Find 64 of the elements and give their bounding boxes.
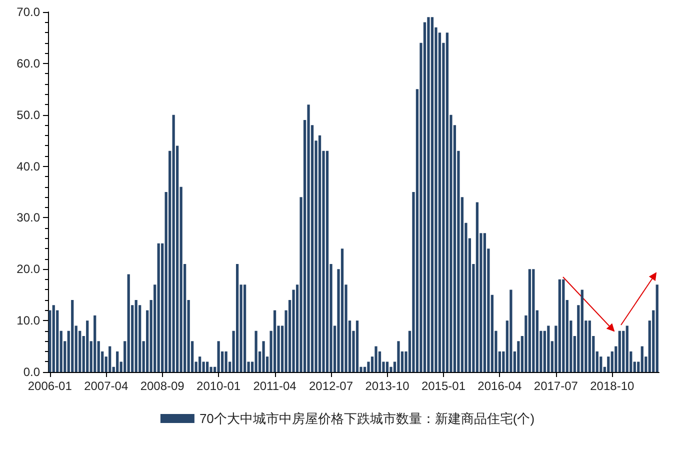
bar — [640, 346, 644, 372]
y-tick-label: 30.0 — [16, 210, 40, 225]
bar — [580, 290, 584, 372]
x-tick-label: 2016-04 — [478, 379, 522, 393]
bar — [427, 17, 430, 372]
bar — [94, 315, 96, 372]
y-tick-label: 0.0 — [23, 365, 40, 379]
bar — [134, 300, 138, 372]
bar — [71, 300, 74, 372]
bar — [510, 290, 512, 372]
x-tick-label: 2017-07 — [534, 379, 578, 393]
bar — [262, 341, 265, 372]
bar — [157, 243, 160, 372]
bar — [528, 269, 531, 372]
x-tick-label: 2008-09 — [140, 379, 185, 393]
x-tick-label: 2015-01 — [421, 379, 466, 393]
bar — [558, 279, 561, 372]
bar — [397, 341, 400, 372]
bar — [254, 330, 258, 372]
bar — [476, 202, 479, 372]
bar — [430, 17, 434, 372]
bar — [326, 150, 329, 372]
bar — [532, 269, 535, 372]
bar — [446, 32, 449, 372]
bar — [588, 320, 591, 372]
bar — [374, 346, 378, 372]
bar — [307, 104, 310, 372]
bar — [224, 351, 228, 372]
bar — [172, 114, 175, 372]
x-tick-label: 2012-07 — [308, 379, 354, 393]
x-tick-label: 2007-04 — [84, 379, 128, 393]
bar — [626, 326, 628, 372]
bar — [656, 284, 658, 372]
y-tick-label: 40.0 — [16, 159, 40, 174]
x-tick-label: 2018-10 — [590, 379, 634, 393]
bar — [127, 274, 130, 372]
bar — [243, 284, 246, 372]
bar — [340, 248, 344, 372]
bar — [547, 326, 550, 372]
bar — [356, 320, 359, 372]
bar — [206, 362, 209, 372]
y-tick-label: 10.0 — [16, 314, 40, 328]
y-tick-label: 20.0 — [16, 262, 40, 276]
bar — [273, 310, 276, 372]
bar — [318, 135, 322, 372]
bar — [198, 356, 202, 372]
bar — [108, 346, 112, 372]
y-tick-label: 70.0 — [16, 5, 40, 19]
bar — [116, 351, 119, 372]
bar — [52, 305, 55, 372]
bar — [618, 330, 621, 372]
x-tick-label: 2011-04 — [253, 379, 297, 393]
bar — [86, 320, 89, 372]
bar — [236, 264, 239, 372]
y-tick-label: 60.0 — [16, 56, 40, 70]
legend-label: 70个大中城市中房屋价格下跌城市数量：新建商品住宅(个) — [199, 411, 535, 426]
x-tick-label: 2006-01 — [28, 379, 72, 393]
bar — [386, 362, 389, 372]
bar — [483, 233, 486, 372]
bar — [562, 279, 565, 372]
x-tick-label: 2013-10 — [365, 379, 410, 393]
x-tick-label: 2010-01 — [196, 379, 241, 393]
y-tick-label: 50.0 — [16, 108, 40, 122]
bar — [217, 341, 220, 372]
